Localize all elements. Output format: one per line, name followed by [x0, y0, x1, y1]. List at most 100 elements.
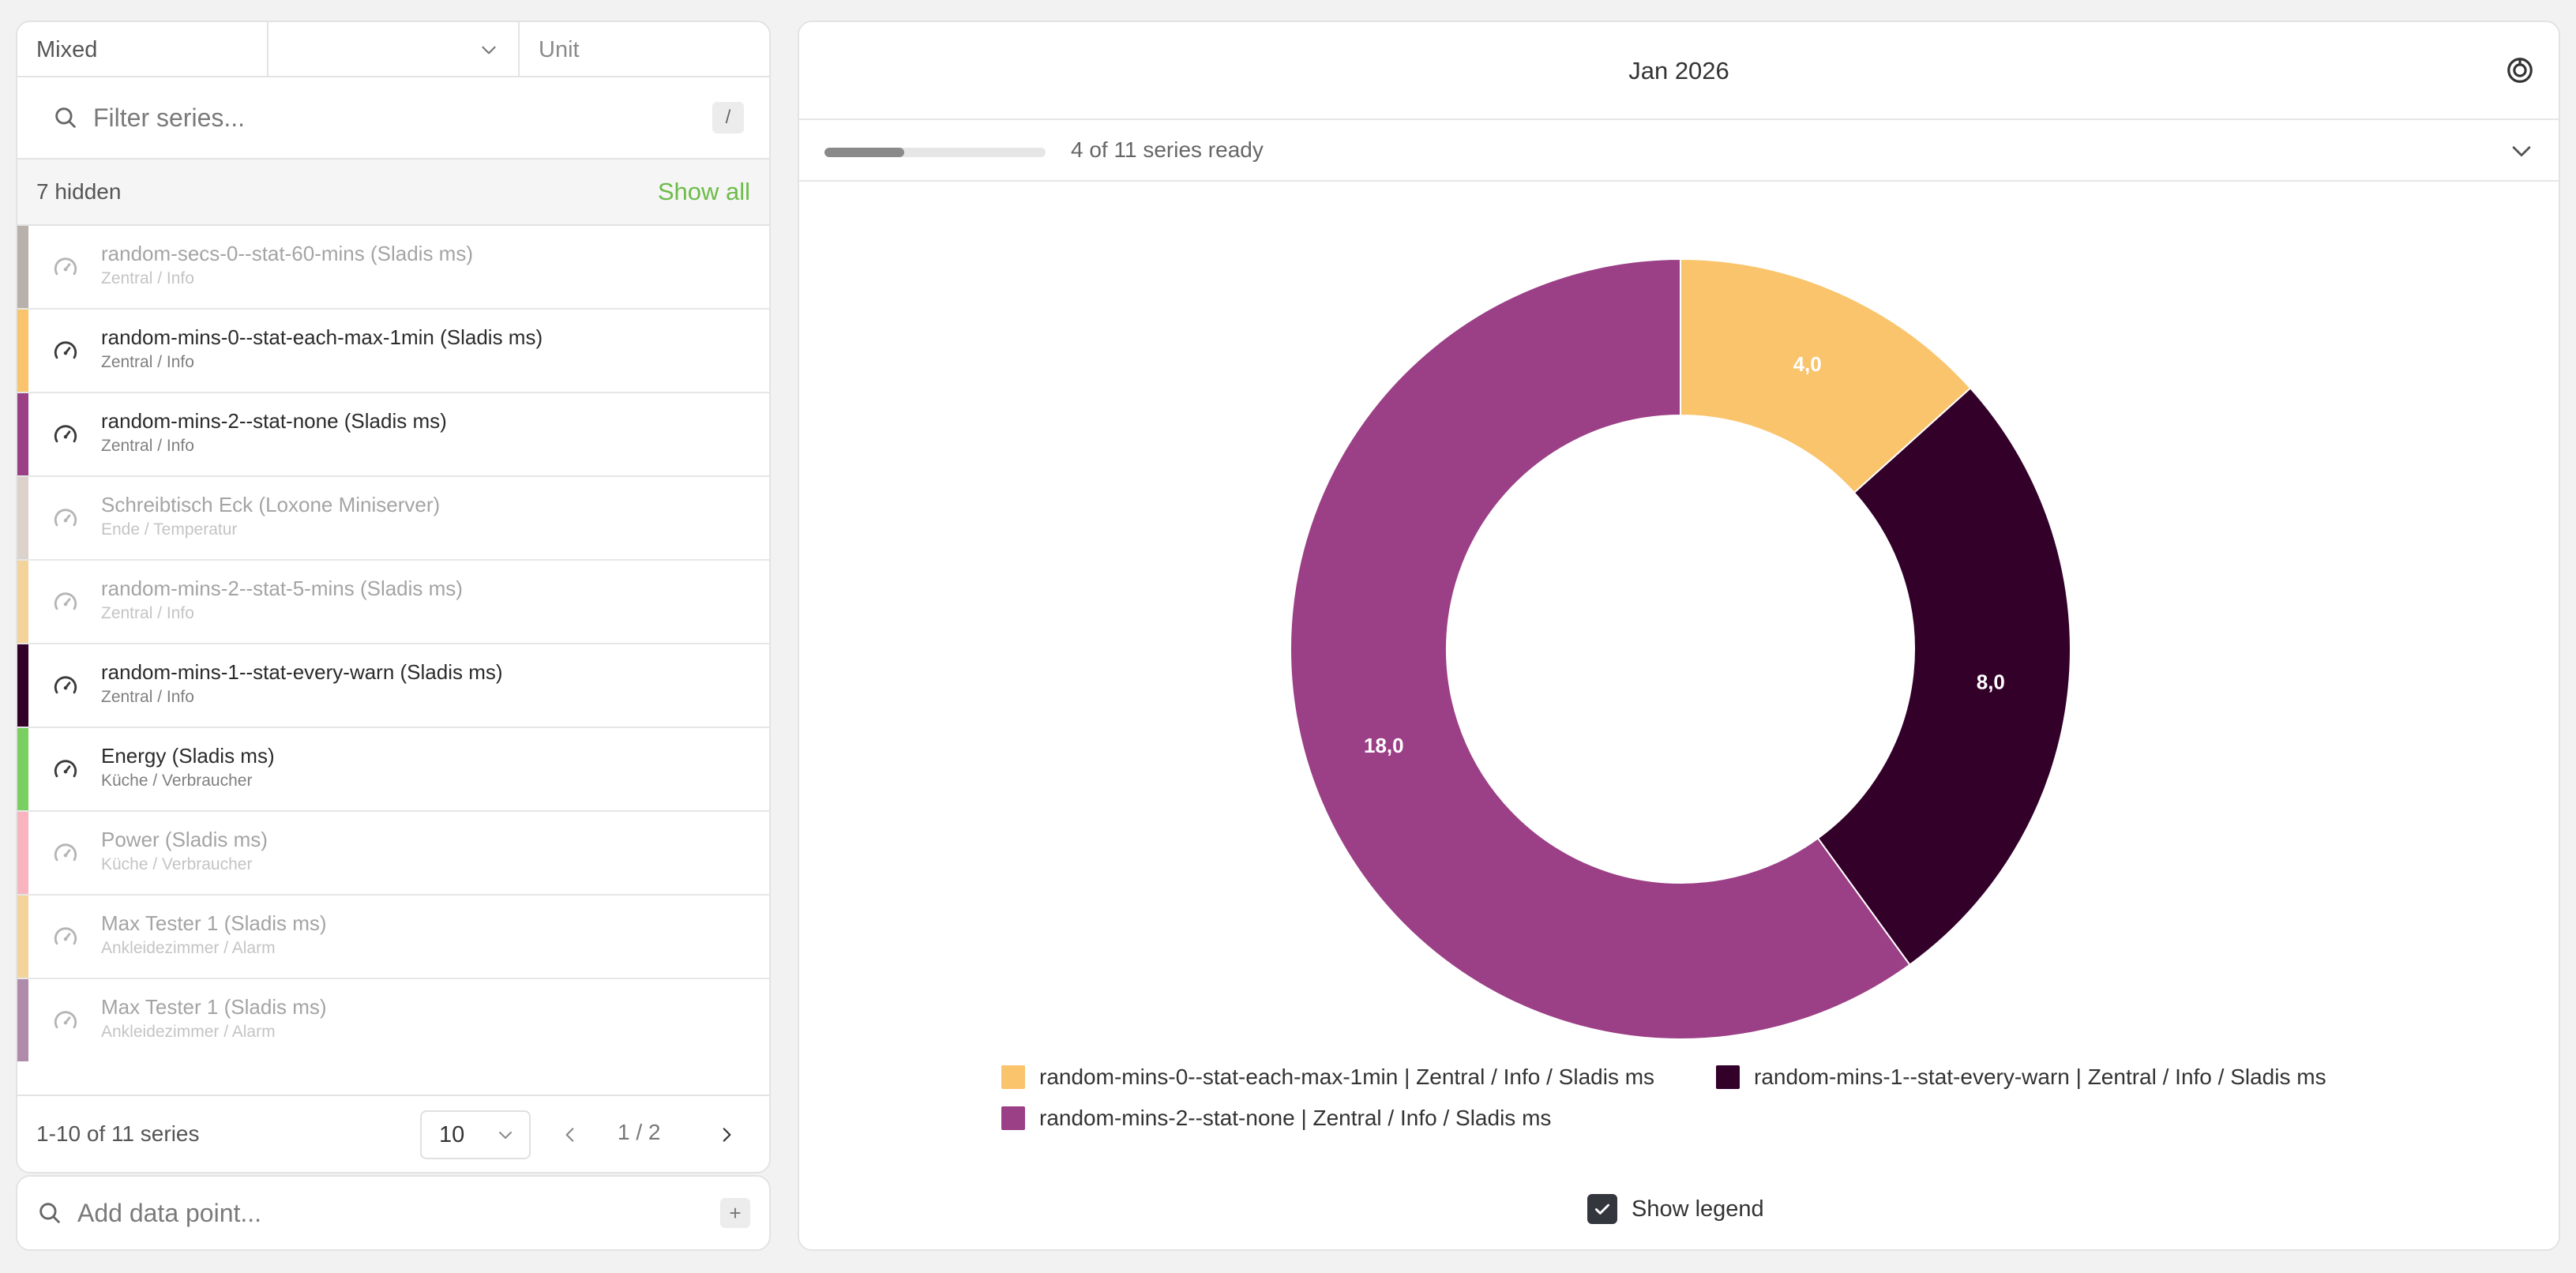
chevron-right-icon [723, 1128, 731, 1142]
hidden-count: 7 hidden [36, 179, 122, 204]
load-progress-row[interactable]: 4 of 11 series ready [799, 120, 2559, 182]
series-text: random-mins-2--stat-none (Sladis ms) Zen… [101, 407, 447, 458]
legend-label: random-mins-2--stat-none | Zentral / Inf… [1039, 1106, 1552, 1130]
legend-swatch [1001, 1106, 1025, 1130]
series-color-bar [17, 393, 28, 475]
unit-select[interactable]: Unit [520, 22, 769, 77]
series-text: Schreibtisch Eck (Loxone Miniserver) End… [101, 491, 440, 542]
progress-track [824, 148, 1046, 157]
donut-slice[interactable] [1816, 387, 2071, 967]
series-title: Schreibtisch Eck (Loxone Miniserver) [101, 493, 441, 516]
series-path: Ankleidezimmer / Alarm [101, 939, 276, 957]
unit-select-placeholder: Unit [539, 36, 580, 62]
slice-value-label: 18,0 [1364, 734, 1404, 757]
series-title: Max Tester 1 (Sladis ms) [101, 911, 327, 935]
series-text: random-mins-1--stat-every-warn (Sladis m… [101, 659, 503, 709]
hidden-series-bar: 7 hidden Show all [17, 160, 769, 226]
series-row[interactable]: Max Tester 1 (Sladis ms) Ankleidezimmer … [17, 896, 769, 979]
show-legend-checkbox[interactable] [1587, 1194, 1617, 1224]
series-row[interactable]: random-mins-2--stat-none (Sladis ms) Zen… [17, 393, 769, 477]
slice-value-label: 8,0 [1977, 670, 2005, 693]
add-data-point-input[interactable]: Add data point... + [16, 1175, 771, 1251]
mode-select-value: Mixed [36, 36, 98, 62]
show-all-button[interactable]: Show all [657, 178, 750, 205]
chevron-down-icon[interactable] [2508, 137, 2535, 164]
series-color-bar [17, 644, 28, 727]
show-legend-toggle[interactable]: Show legend [1587, 1194, 1764, 1224]
gauge-icon[interactable] [52, 254, 79, 281]
series-filter[interactable]: Filter series... / [17, 77, 769, 160]
legend-label: random-mins-0--stat-each-max-1min | Zent… [1039, 1065, 1655, 1089]
series-sidebar: Mixed Unit Filter series... / 7 hidden S… [16, 21, 771, 1251]
series-row[interactable]: Power (Sladis ms) Küche / Verbraucher [17, 812, 769, 896]
series-color-bar [17, 561, 28, 643]
legend-label: random-mins-1--stat-every-warn | Zentral… [1754, 1065, 2326, 1089]
series-row[interactable]: Energy (Sladis ms) Küche / Verbraucher [17, 728, 769, 812]
chevron-left-icon [565, 1128, 574, 1142]
series-color-bar [17, 812, 28, 894]
series-path: Ende / Temperatur [101, 520, 238, 539]
pagination-bar: 1-10 of 11 series 10 1 / 2 [17, 1095, 769, 1172]
legend-swatch [1716, 1065, 1740, 1089]
series-path: Zentral / Info [101, 688, 194, 706]
show-legend-label: Show legend [1632, 1196, 1764, 1222]
progress-fill [824, 148, 904, 157]
filter-placeholder: Filter series... [93, 103, 246, 132]
series-color-bar [17, 310, 28, 392]
series-color-bar [17, 896, 28, 978]
series-title: random-mins-2--stat-5-mins (Sladis ms) [101, 576, 463, 600]
selector-row: Mixed Unit [17, 22, 769, 77]
previous-page-button[interactable] [554, 1115, 586, 1155]
gauge-icon[interactable] [52, 1008, 79, 1035]
check-icon [1595, 1204, 1609, 1215]
page-size-value: 10 [439, 1121, 465, 1147]
series-title: random-mins-0--stat-each-max-1min (Sladi… [101, 325, 543, 349]
gauge-icon[interactable] [52, 673, 79, 700]
gauge-icon[interactable] [52, 422, 79, 449]
chevron-down-icon [482, 46, 496, 54]
gauge-icon[interactable] [52, 589, 79, 616]
chevron-down-icon [499, 1132, 512, 1139]
page-size-select[interactable]: 10 [420, 1110, 531, 1159]
gauge-icon[interactable] [52, 505, 79, 532]
series-title: random-mins-2--stat-none (Sladis ms) [101, 409, 447, 433]
gauge-icon[interactable] [52, 840, 79, 867]
aggregation-select[interactable] [268, 22, 520, 77]
page-indicator: 1 / 2 [618, 1120, 661, 1144]
series-text: Energy (Sladis ms) Küche / Verbraucher [101, 742, 275, 793]
series-title: random-secs-0--stat-60-mins (Sladis ms) [101, 242, 473, 265]
progress-text: 4 of 11 series ready [1071, 137, 1264, 162]
series-row[interactable]: random-mins-2--stat-5-mins (Sladis ms) Z… [17, 561, 769, 644]
series-text: random-mins-0--stat-each-max-1min (Sladi… [101, 324, 543, 374]
gauge-icon[interactable] [52, 757, 79, 783]
donut-slice[interactable] [1680, 257, 1972, 494]
series-row[interactable]: random-mins-0--stat-each-max-1min (Sladi… [17, 310, 769, 393]
legend-item[interactable]: random-mins-0--stat-each-max-1min | Zent… [1001, 1065, 1654, 1090]
add-data-point-button[interactable]: + [720, 1198, 750, 1228]
series-color-bar [17, 979, 28, 1061]
target-icon[interactable] [2505, 55, 2535, 85]
legend-swatch [1001, 1065, 1025, 1089]
gauge-icon[interactable] [52, 338, 79, 365]
series-row[interactable]: random-secs-0--stat-60-mins (Sladis ms) … [17, 226, 769, 310]
series-text: random-mins-2--stat-5-mins (Sladis ms) Z… [101, 575, 463, 625]
series-text: Power (Sladis ms) Küche / Verbraucher [101, 826, 268, 877]
series-title: Power (Sladis ms) [101, 828, 268, 851]
series-path: Küche / Verbraucher [101, 855, 253, 873]
next-page-button[interactable] [711, 1115, 742, 1155]
legend-item[interactable]: random-mins-2--stat-none | Zentral / Inf… [1001, 1106, 1551, 1131]
series-path: Ankleidezimmer / Alarm [101, 1023, 276, 1041]
series-row[interactable]: random-mins-1--stat-every-warn (Sladis m… [17, 644, 769, 728]
series-color-bar [17, 226, 28, 308]
gauge-icon[interactable] [52, 924, 79, 951]
legend-item[interactable]: random-mins-1--stat-every-warn | Zentral… [1716, 1065, 2326, 1090]
series-row[interactable]: Max Tester 1 (Sladis ms) Ankleidezimmer … [17, 979, 769, 1061]
mode-select[interactable]: Mixed [17, 22, 268, 77]
series-text: Max Tester 1 (Sladis ms) Ankleidezimmer … [101, 910, 327, 960]
range-label: 1-10 of 11 series [36, 1121, 200, 1146]
search-icon [39, 1203, 60, 1223]
series-panel: Mixed Unit Filter series... / 7 hidden S… [16, 21, 771, 1173]
donut-slice[interactable] [1290, 257, 1911, 1040]
series-row[interactable]: Schreibtisch Eck (Loxone Miniserver) End… [17, 477, 769, 561]
series-color-bar [17, 728, 28, 810]
